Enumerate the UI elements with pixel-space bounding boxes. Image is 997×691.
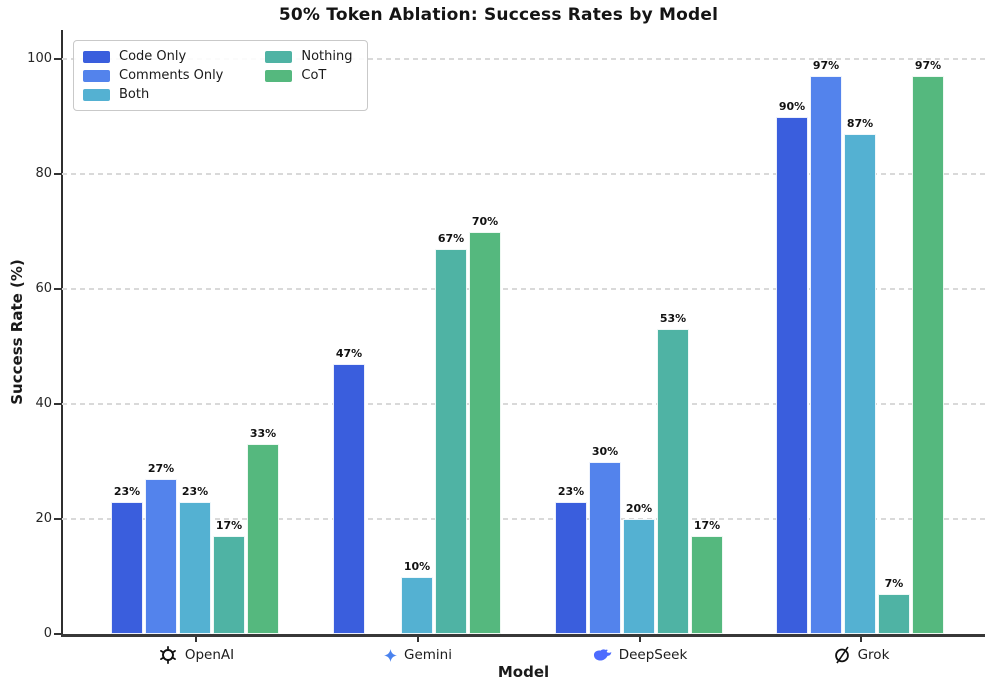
- deepseek-logo-icon: [593, 648, 612, 662]
- bar-value-label-comments-only-grok: 97%: [812, 59, 840, 73]
- ytick-label: 100: [27, 51, 52, 66]
- legend-swatch-code-only: [83, 50, 110, 63]
- xtick-mark-deepseek: [639, 637, 641, 642]
- legend-label: Comments Only: [119, 68, 224, 83]
- category-label-openai: OpenAI: [96, 642, 296, 668]
- bar-nothing-deepseek: [657, 329, 689, 634]
- ytick-mark-60: [54, 288, 61, 290]
- category-label-grok: Grok: [761, 642, 961, 668]
- bar-value-label-nothing-gemini: 67%: [437, 231, 465, 245]
- gridline-y-80: [62, 173, 985, 175]
- legend-item-comments-only: Comments Only: [83, 68, 223, 83]
- chart-title: 50% Token Ablation: Success Rates by Mod…: [278, 5, 719, 25]
- legend-item-both: Both: [83, 87, 223, 102]
- bar-value-label-both-deepseek: 20%: [625, 502, 653, 515]
- legend: Code Only Comments Only Both Nothing CoT: [73, 40, 368, 111]
- bar-nothing-grok: [878, 593, 910, 634]
- bar-cot-grok: [912, 76, 944, 634]
- legend-item-cot: CoT: [265, 68, 352, 83]
- bar-comments-only-deepseek: [589, 461, 621, 634]
- gridline-y-100: [62, 58, 985, 60]
- legend-item-nothing: Nothing: [265, 49, 353, 64]
- ytick-mark-100: [54, 58, 61, 60]
- bar-value-label-code-only-gemini: 47%: [335, 346, 363, 360]
- bar-cot-gemini: [469, 231, 501, 634]
- bar-value-label-nothing-deepseek: 53%: [659, 312, 687, 326]
- ytick-mark-20: [54, 518, 61, 520]
- bar-value-label-code-only-deepseek: 23%: [557, 484, 585, 498]
- legend-label: Code Only: [119, 49, 187, 64]
- ytick-mark-40: [54, 403, 61, 405]
- bar-value-label-cot-openai: 33%: [249, 427, 277, 441]
- bar-nothing-openai: [213, 536, 245, 634]
- bar-value-label-comments-only-openai: 27%: [147, 461, 175, 475]
- ytick-label: 40: [35, 396, 52, 411]
- bar-code-only-gemini: [333, 363, 365, 634]
- bar-code-only-grok: [776, 116, 808, 634]
- ytick-label: 60: [35, 281, 52, 296]
- legend-swatch-cot: [265, 69, 293, 82]
- legend-swatch-comments-only: [83, 69, 110, 82]
- bar-both-openai: [179, 501, 211, 634]
- category-label-text: Gemini: [404, 647, 452, 663]
- bar-comments-only-openai: [145, 478, 177, 634]
- xtick-mark-openai: [195, 637, 197, 642]
- y-axis-spine: [61, 30, 63, 634]
- bar-value-label-both-gemini: 10%: [403, 559, 431, 573]
- x-axis-label: Model: [497, 663, 550, 681]
- gridline-y-60: [62, 288, 985, 290]
- x-axis-spine: [61, 634, 985, 637]
- ytick-mark-0: [54, 633, 61, 635]
- ytick-label: 0: [43, 626, 52, 641]
- xtick-mark-grok: [860, 637, 862, 642]
- category-label-deepseek: DeepSeek: [540, 642, 740, 668]
- ytick-label: 20: [35, 511, 52, 526]
- bar-comments-only-grok: [810, 76, 842, 634]
- xtick-mark-gemini: [417, 637, 419, 642]
- bar-both-grok: [844, 133, 876, 634]
- bar-value-label-nothing-openai: 17%: [215, 519, 243, 533]
- bar-value-label-cot-gemini: 70%: [471, 214, 499, 228]
- gridline-y-40: [62, 403, 985, 405]
- bar-value-label-nothing-grok: 7%: [884, 576, 904, 590]
- ytick-label: 80: [35, 166, 52, 181]
- bar-both-deepseek: [623, 519, 655, 634]
- legend-label: CoT: [301, 68, 327, 83]
- legend-label: Both: [119, 87, 150, 102]
- bar-code-only-openai: [111, 501, 143, 634]
- bar-nothing-gemini: [435, 248, 467, 634]
- bar-value-label-comments-only-deepseek: 30%: [591, 444, 619, 458]
- category-label-text: Grok: [857, 647, 890, 663]
- gridline-y-20: [62, 518, 985, 520]
- bar-value-label-both-grok: 87%: [846, 116, 874, 130]
- bar-value-label-code-only-grok: 90%: [778, 99, 806, 113]
- legend-swatch-nothing: [265, 50, 293, 63]
- openai-logo-icon: [158, 645, 178, 665]
- bar-value-label-code-only-openai: 23%: [113, 484, 141, 498]
- bar-value-label-cot-deepseek: 17%: [693, 519, 721, 533]
- legend-label: Nothing: [301, 49, 353, 64]
- bar-value-label-both-openai: 23%: [181, 484, 209, 498]
- category-label-text: DeepSeek: [618, 647, 688, 663]
- bar-value-label-cot-grok: 97%: [914, 59, 942, 73]
- ytick-mark-80: [54, 173, 61, 175]
- grok-logo-icon: [833, 646, 851, 664]
- legend-swatch-both: [83, 88, 110, 101]
- legend-item-code-only: Code Only: [83, 49, 223, 64]
- bar-code-only-deepseek: [555, 501, 587, 634]
- bar-cot-openai: [247, 444, 279, 634]
- gemini-logo-icon: [384, 648, 397, 662]
- category-label-gemini: Gemini: [318, 642, 518, 668]
- bar-both-gemini: [401, 576, 433, 634]
- category-label-text: OpenAI: [184, 647, 235, 663]
- bar-cot-deepseek: [691, 536, 723, 634]
